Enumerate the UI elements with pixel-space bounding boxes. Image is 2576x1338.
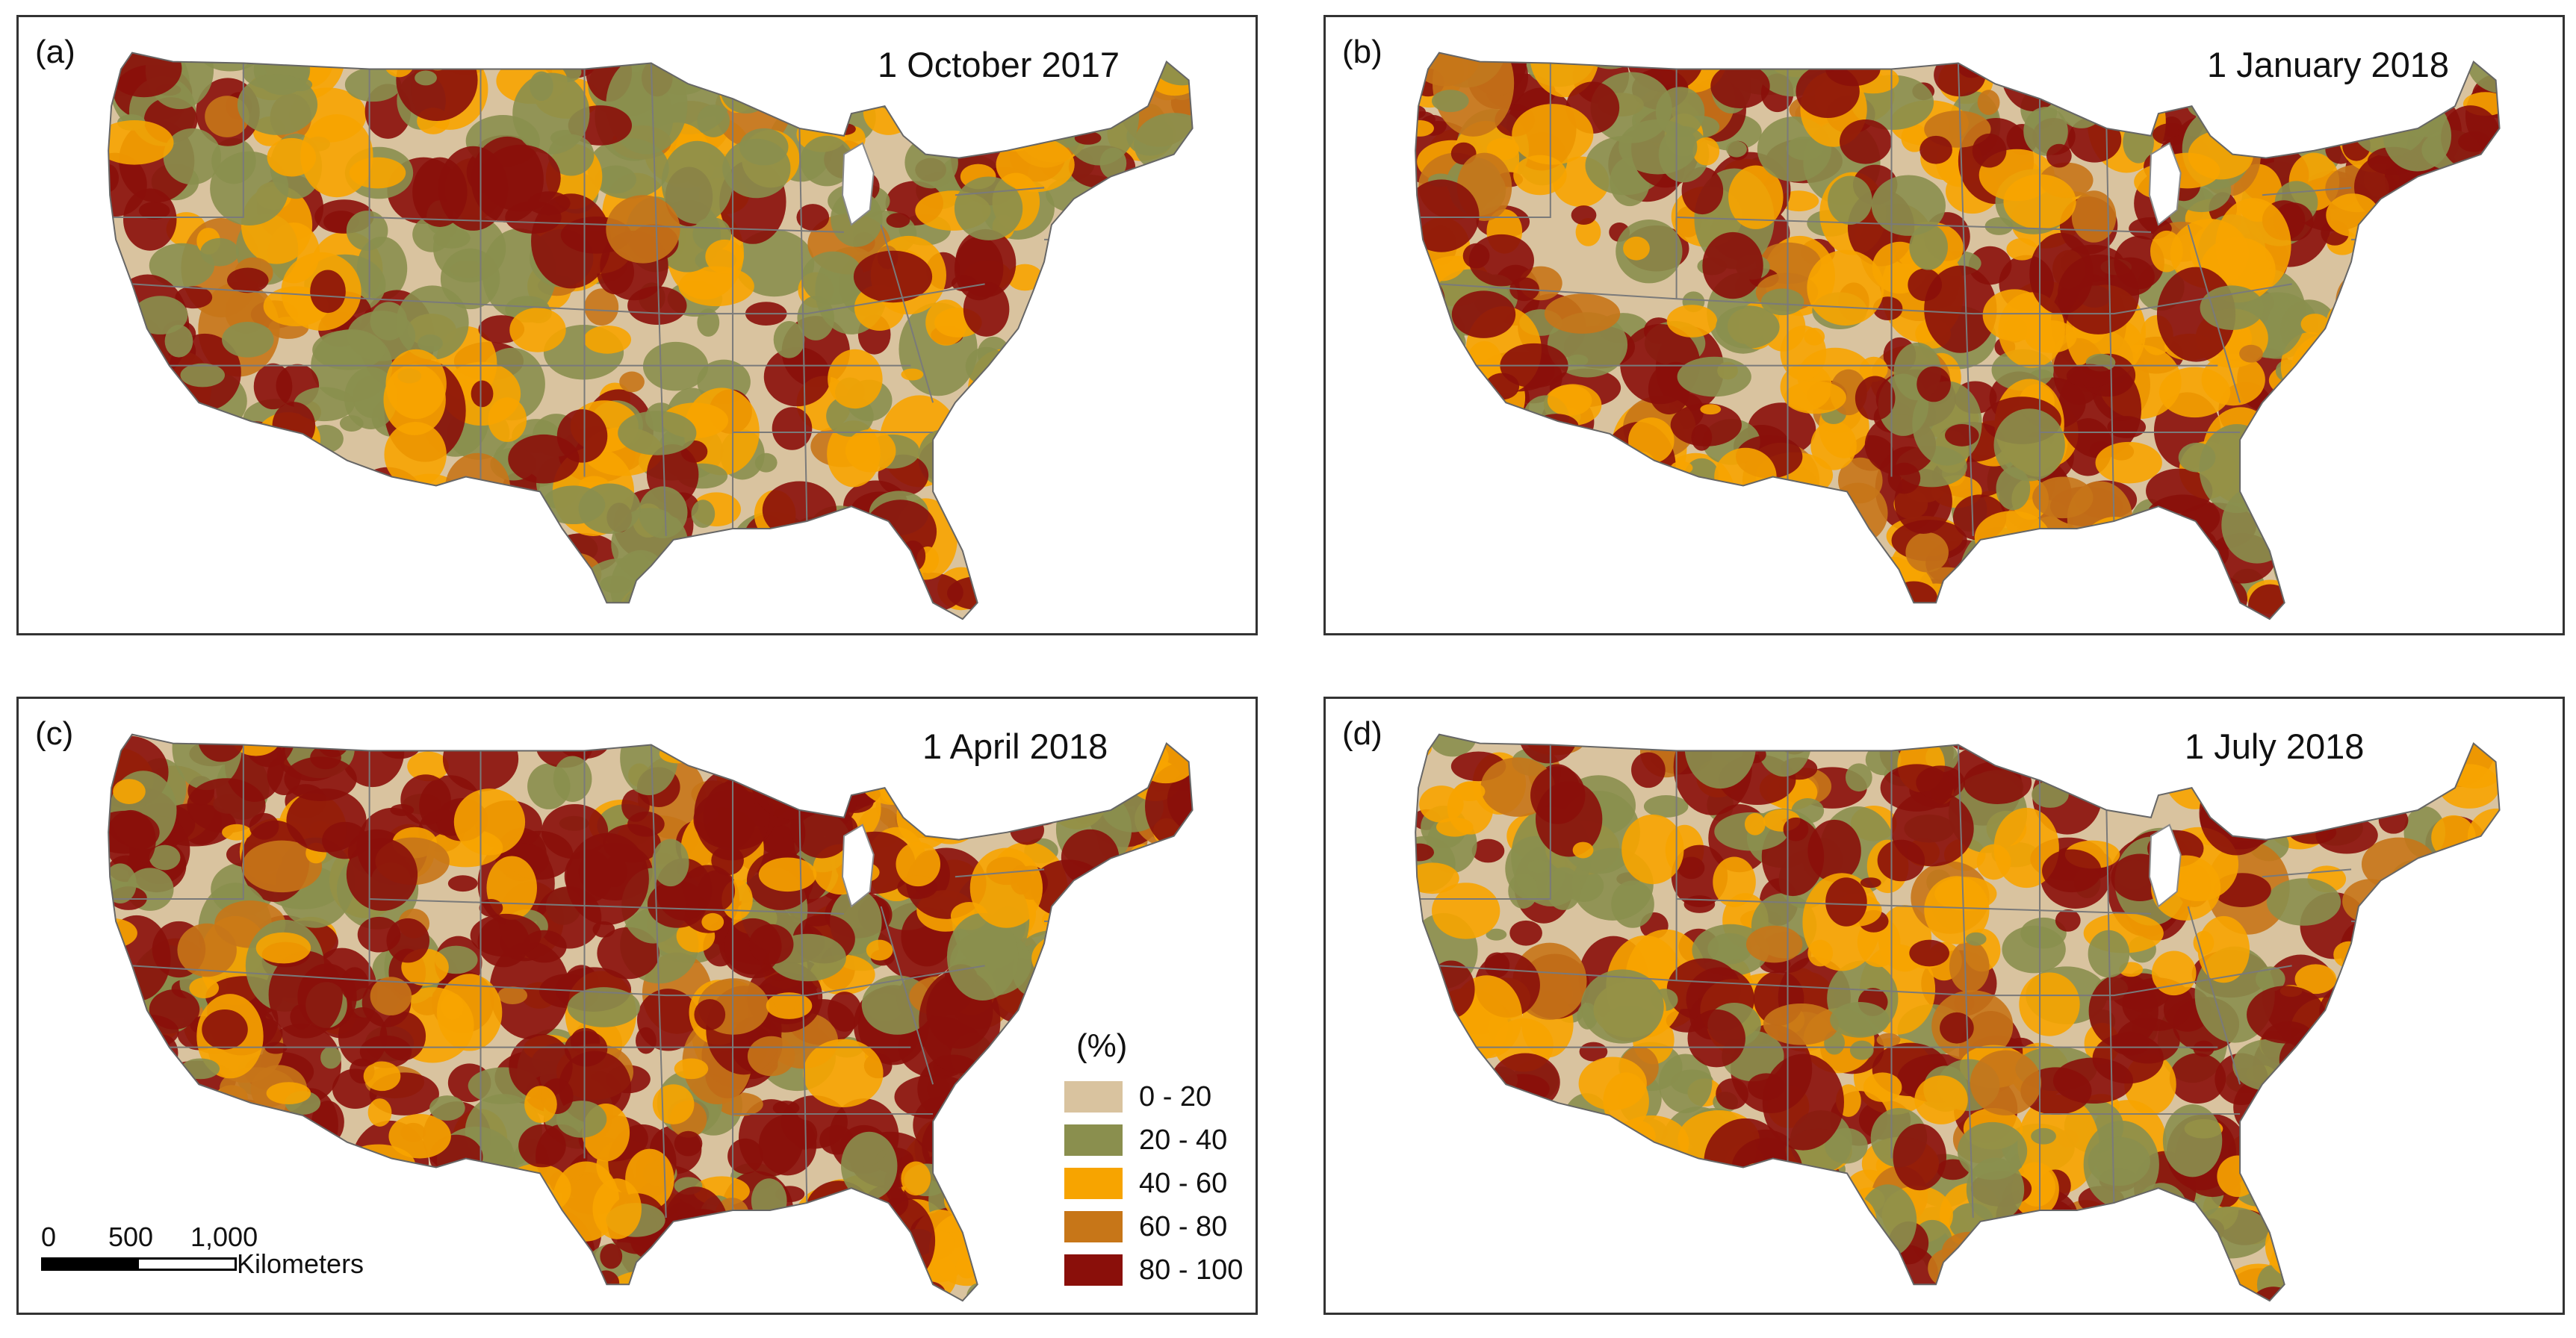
state-boundary xyxy=(1676,898,2152,915)
legend-swatch xyxy=(1064,1254,1123,1286)
state-boundary xyxy=(1417,744,1551,900)
lake-michigan xyxy=(841,824,875,908)
panel-date: 1 July 2018 xyxy=(2185,726,2365,766)
legend-label: 20 - 40 xyxy=(1139,1124,1228,1156)
scale-bar: 0 500 1,000 Kilometers xyxy=(41,1222,429,1304)
state-boundary xyxy=(110,744,244,900)
state-boundary xyxy=(798,128,808,522)
state-boundary xyxy=(110,63,244,219)
legend-label: 40 - 60 xyxy=(1139,1167,1228,1199)
legend-item: 60 - 80 xyxy=(1064,1205,1258,1248)
us-map-a xyxy=(108,52,1194,620)
panel-label: (c) xyxy=(35,715,74,752)
legend-item: 40 - 60 xyxy=(1064,1162,1258,1205)
map-panel-c: (c) 1 April 2018 (%) 0 - 20 20 - 40 40 -… xyxy=(16,697,1258,1315)
country-outline xyxy=(1415,733,2501,1302)
legend: (%) 0 - 20 20 - 40 40 - 60 60 - 80 80 - … xyxy=(1064,1027,1258,1292)
scale-unit-label: Kilometers xyxy=(237,1248,364,1279)
state-boundary xyxy=(1676,217,2152,233)
state-boundary xyxy=(798,809,808,1204)
us-map-b xyxy=(1415,52,2501,620)
scale-bar-graphic xyxy=(41,1257,237,1271)
panel-label: (b) xyxy=(1342,34,1382,70)
scale-tick-label: 500 xyxy=(108,1222,154,1252)
state-boundary xyxy=(2262,868,2352,878)
state-boundary xyxy=(955,868,1045,878)
legend-title: (%) xyxy=(1076,1027,1128,1064)
lake-michigan xyxy=(842,142,875,226)
state-boundary xyxy=(131,283,985,315)
state-boundary xyxy=(369,898,845,915)
state-boundary xyxy=(1438,283,2292,315)
country-outline xyxy=(108,733,1194,1302)
state-boundary xyxy=(1957,63,1974,536)
scale-tick-label: 1,000 xyxy=(190,1222,258,1252)
lake-michigan xyxy=(2148,824,2182,908)
legend-item: 0 - 20 xyxy=(1064,1075,1258,1118)
state-boundary xyxy=(1438,965,2292,997)
state-boundary xyxy=(2105,128,2115,522)
state-boundary xyxy=(1957,744,1974,1218)
legend-item: 20 - 40 xyxy=(1064,1118,1258,1162)
legend-label: 0 - 20 xyxy=(1139,1080,1212,1113)
panel-date: 1 April 2018 xyxy=(922,726,1108,766)
state-boundary xyxy=(131,965,985,997)
legend-label: 60 - 80 xyxy=(1139,1210,1228,1242)
map-panel-a: (a) 1 October 2017 xyxy=(16,15,1258,635)
state-boundary xyxy=(650,63,667,536)
state-boundary xyxy=(880,224,934,403)
state-boundary xyxy=(955,187,1045,196)
country-outline xyxy=(108,52,1194,620)
legend-label: 80 - 100 xyxy=(1139,1254,1244,1286)
state-boundary xyxy=(650,744,667,1218)
map-panel-d: (d) 1 July 2018 xyxy=(1323,697,2565,1315)
legend-item: 80 - 100 xyxy=(1064,1248,1258,1292)
panel-date: 1 January 2018 xyxy=(2207,45,2450,84)
state-boundary xyxy=(2262,187,2352,196)
state-boundary xyxy=(369,217,845,233)
scale-tick-label: 0 xyxy=(41,1222,57,1252)
panel-label: (d) xyxy=(1342,715,1382,752)
panel-date: 1 October 2017 xyxy=(878,45,1120,84)
lake-michigan xyxy=(2149,142,2182,226)
country-outline xyxy=(1415,52,2501,620)
state-boundary xyxy=(2187,906,2241,1085)
legend-swatch xyxy=(1064,1211,1123,1242)
state-boundary xyxy=(1417,63,1551,219)
legend-swatch xyxy=(1064,1168,1123,1199)
legend-swatch xyxy=(1064,1081,1123,1113)
us-map-d xyxy=(1415,733,2501,1302)
state-boundary xyxy=(880,906,934,1085)
map-cells xyxy=(108,734,1193,1301)
us-map-c xyxy=(108,733,1194,1302)
state-boundary xyxy=(2187,224,2241,403)
legend-swatch xyxy=(1064,1124,1123,1156)
panel-label: (a) xyxy=(35,34,75,70)
map-panel-b: (b) 1 January 2018 xyxy=(1323,15,2565,635)
state-boundary xyxy=(2105,809,2115,1204)
